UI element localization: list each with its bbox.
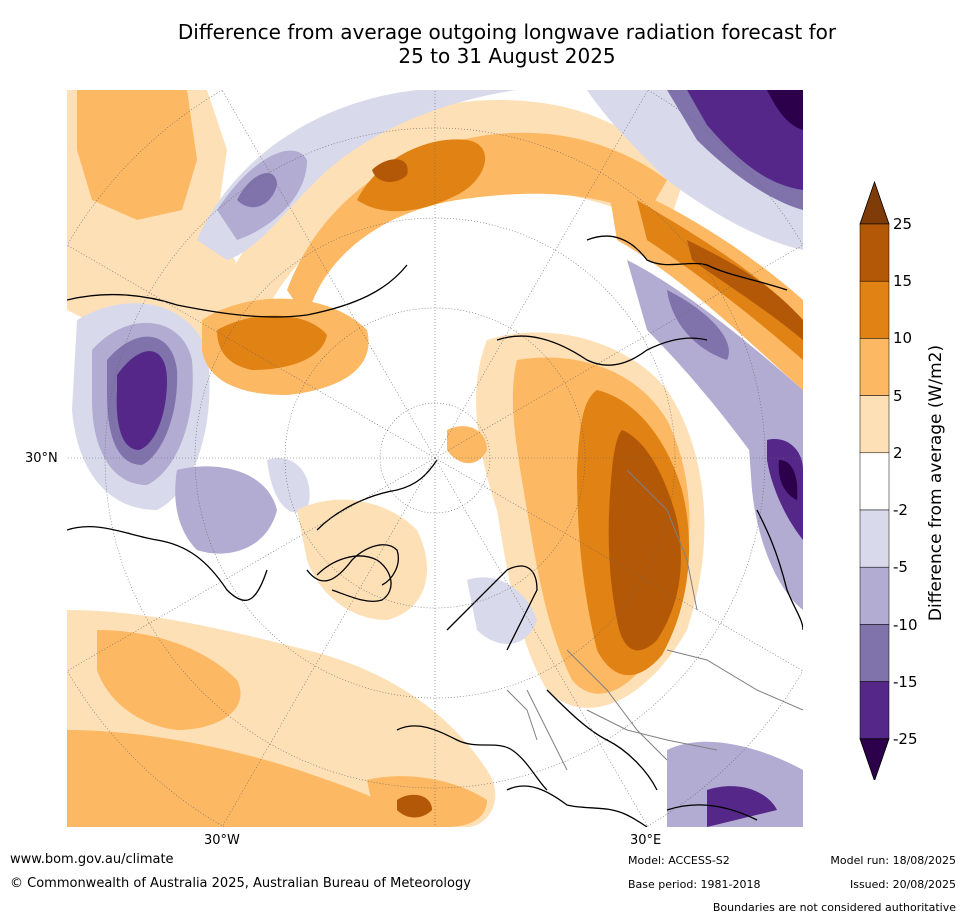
anomaly-region [467, 577, 537, 644]
colorbar-swatch [859, 566, 890, 625]
anomaly-region [778, 460, 798, 500]
anomaly-region [397, 794, 432, 818]
anomaly-region [707, 786, 777, 827]
model-run-text: Model run: 18/08/2025 [830, 854, 956, 867]
anomaly-region [77, 90, 197, 220]
lon-label-30e: 30°E [630, 833, 662, 848]
colorbar-arrow-top [859, 180, 890, 225]
anomaly-region [237, 173, 277, 208]
colorbar-tick: -5 [893, 558, 908, 576]
anomaly-region [217, 315, 327, 370]
anomaly-region [67, 730, 427, 827]
polar-map [67, 90, 803, 827]
website-link[interactable]: www.bom.gov.au/climate [10, 852, 174, 867]
issued-text: Issued: 20/08/2025 [849, 878, 956, 891]
lat-label-30n: 30°N [25, 451, 58, 466]
colorbar-swatch [859, 338, 890, 396]
colorbar-tick: -15 [893, 673, 918, 691]
colorbar-swatch [859, 395, 890, 454]
anomaly-region [687, 90, 803, 190]
colorbar-tick: -25 [893, 730, 918, 748]
anomaly-region [447, 426, 487, 464]
map-canvas [67, 90, 803, 827]
anomaly-region [267, 458, 310, 513]
anomaly-region [197, 90, 517, 260]
anomaly-region [767, 90, 803, 130]
anomaly-region [608, 430, 681, 651]
colorbar-swatch [859, 624, 890, 682]
title-line-1: Difference from average outgoing longwav… [177, 20, 837, 44]
colorbar-tick: -2 [893, 501, 908, 519]
model-text: Model: ACCESS-S2 [628, 854, 730, 867]
coastlines [67, 235, 803, 827]
graticule [67, 90, 803, 827]
anomaly-region [667, 290, 729, 360]
country-boundaries [506, 469, 803, 771]
copyright-text: © Commonwealth of Australia 2025, Austra… [10, 876, 471, 891]
anomaly-region [175, 466, 277, 554]
title-line-2: 25 to 31 August 2025 [398, 44, 616, 68]
colorbar-tick: 25 [893, 215, 913, 233]
anomaly-region [372, 159, 408, 182]
chart-title: Difference from average outgoing longwav… [150, 20, 864, 68]
colorbar-tick: 15 [893, 272, 913, 290]
anomaly-region [687, 240, 803, 340]
base-period-text: Base period: 1981-2018 [628, 878, 761, 891]
anomaly-region [357, 139, 486, 212]
colorbar-tick: 10 [893, 329, 913, 347]
anomaly-region [297, 499, 427, 620]
colorbar-swatch [859, 681, 890, 740]
anomaly-region [637, 200, 803, 360]
colorbar-swatch [859, 280, 890, 339]
colorbar-tick: -10 [893, 616, 918, 634]
colorbar-arrow-bottom [859, 738, 890, 780]
disclaimer-text: Boundaries are not considered authoritat… [712, 901, 956, 914]
colorbar-swatch [859, 223, 890, 282]
colorbar-tick: 5 [893, 387, 903, 405]
anomaly-region [97, 630, 241, 730]
colorbar-swatch [859, 452, 890, 511]
colorbar-tick: 2 [893, 444, 903, 462]
colorbar [859, 180, 890, 780]
colorbar-swatch [859, 509, 890, 568]
anomaly-region [116, 351, 167, 450]
lon-label-30w: 30°W [204, 833, 240, 848]
colorbar-label: Difference from average (W/m2) [926, 344, 946, 622]
